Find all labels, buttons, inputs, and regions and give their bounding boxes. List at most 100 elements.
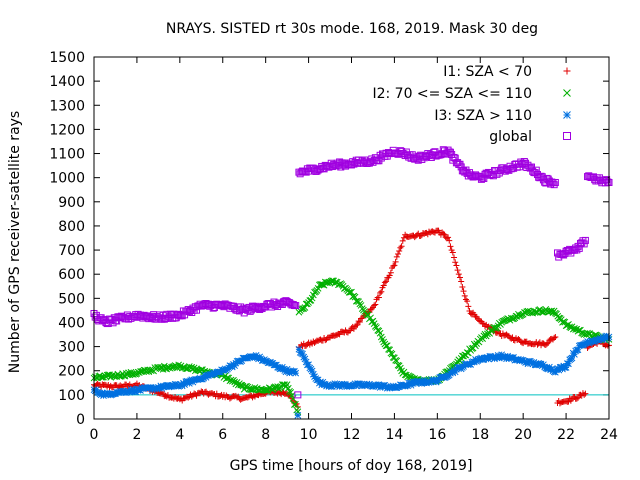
data-point xyxy=(417,233,424,240)
data-point xyxy=(342,381,349,388)
data-point xyxy=(185,308,193,316)
data-point xyxy=(452,259,459,266)
data-point xyxy=(581,236,589,244)
y-tick-label: 800 xyxy=(58,219,85,235)
legend: I1: SZA < 70 I2: 70 <= SZA <= 110 I3: SZA … xyxy=(372,64,571,145)
tick-labels: 0 2 4 6 8 10 12 14 16 18 20 22 240100200300400500600… xyxy=(49,50,618,443)
x-tick-label: 2 xyxy=(132,427,141,443)
data-point xyxy=(471,171,479,179)
data-point xyxy=(390,262,397,269)
data-point xyxy=(188,393,195,400)
data-point xyxy=(290,401,298,408)
data-point xyxy=(551,334,558,341)
data-points xyxy=(90,146,613,419)
data-point xyxy=(286,369,293,377)
data-point xyxy=(551,178,559,186)
data-point xyxy=(375,294,382,301)
data-point xyxy=(262,386,270,394)
data-point xyxy=(454,267,461,274)
data-point xyxy=(294,391,302,399)
data-point xyxy=(460,288,467,295)
legend-label: I2: 70 <= SZA <= 110 xyxy=(372,86,532,102)
data-point xyxy=(279,381,286,388)
y-tick-label: 500 xyxy=(58,291,85,307)
data-point xyxy=(408,151,416,159)
data-point xyxy=(98,389,106,397)
data-point xyxy=(493,354,501,362)
data-point xyxy=(451,154,459,162)
data-point xyxy=(459,283,466,290)
chart-title: NRAYS. SISTED rt 30s mode. 168, 2019. Ma… xyxy=(166,21,538,37)
data-point xyxy=(399,237,406,244)
y-axis-label: Number of GPS receiver-satellite rays xyxy=(7,111,23,373)
data-point xyxy=(600,336,608,343)
data-point xyxy=(456,274,463,281)
data-point xyxy=(186,380,193,387)
data-point xyxy=(318,281,326,288)
data-point xyxy=(309,370,317,378)
data-point xyxy=(599,333,607,341)
data-point xyxy=(160,315,168,323)
data-point xyxy=(229,302,237,310)
data-point xyxy=(573,246,581,254)
data-point xyxy=(461,292,468,299)
data-point xyxy=(552,368,559,376)
data-point xyxy=(157,382,165,390)
data-point xyxy=(470,358,478,366)
data-point xyxy=(455,271,462,278)
data-point xyxy=(393,253,400,260)
data-point xyxy=(283,365,291,373)
x-tick-label: 22 xyxy=(557,427,575,443)
data-point xyxy=(252,352,260,359)
data-point xyxy=(550,181,558,189)
data-point xyxy=(392,258,399,265)
data-point xyxy=(292,302,300,310)
data-point xyxy=(568,354,576,362)
legend-marker xyxy=(563,67,571,75)
legend-marker xyxy=(563,111,571,119)
data-point xyxy=(536,174,544,182)
data-point xyxy=(444,146,452,154)
y-tick-label: 600 xyxy=(58,267,85,283)
plot-frame xyxy=(93,56,610,420)
data-point xyxy=(376,329,384,337)
data-point xyxy=(337,163,345,171)
data-point xyxy=(588,173,596,181)
y-tick-label: 900 xyxy=(58,195,85,211)
data-point xyxy=(147,384,155,391)
data-point xyxy=(371,302,378,309)
data-point xyxy=(580,240,588,248)
data-point xyxy=(387,269,394,276)
data-point xyxy=(295,345,303,353)
data-point xyxy=(458,278,465,285)
data-point xyxy=(544,340,551,347)
x-tick-label: 10 xyxy=(300,427,318,443)
data-point xyxy=(565,360,572,368)
data-point xyxy=(585,172,593,180)
data-point xyxy=(378,288,385,295)
data-point xyxy=(540,361,547,369)
legend-label: I3: SZA > 110 xyxy=(434,108,532,124)
data-point xyxy=(488,171,496,179)
data-point xyxy=(505,166,513,174)
data-point xyxy=(486,171,494,179)
data-point xyxy=(311,373,318,380)
data-point xyxy=(493,170,501,178)
data-point xyxy=(562,364,570,371)
data-point xyxy=(224,374,231,382)
data-point xyxy=(559,365,566,373)
y-tick-label: 1300 xyxy=(49,98,85,114)
data-point xyxy=(532,166,540,174)
data-point xyxy=(453,262,460,269)
data-point xyxy=(441,231,448,238)
y-tick-label: 1500 xyxy=(49,50,85,66)
data-point xyxy=(318,381,326,389)
data-point xyxy=(544,365,552,373)
legend-label: global xyxy=(489,129,532,145)
legend-marker xyxy=(563,89,571,97)
data-point xyxy=(109,319,117,327)
y-tick-label: 700 xyxy=(58,243,85,259)
data-point xyxy=(367,314,374,322)
data-point xyxy=(353,322,360,329)
